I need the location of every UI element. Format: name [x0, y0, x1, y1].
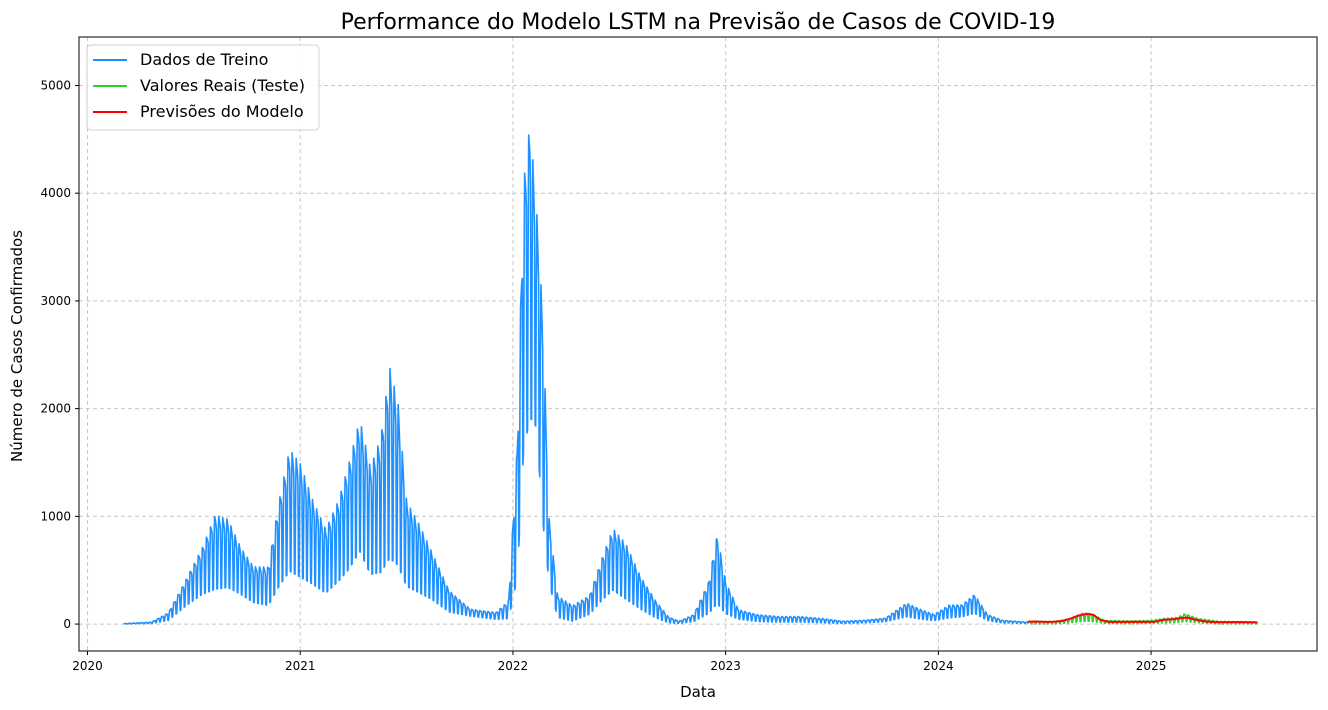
axes-frame: [78, 36, 1318, 652]
legend-label: Previsões do Modelo: [140, 102, 304, 121]
y-tick-label: 3000: [40, 294, 71, 308]
series-line-2: [1027, 612, 1258, 624]
x-axis: 2020 2021 2022 2023 2024 2025: [72, 651, 1166, 673]
legend-label: Valores Reais (Teste): [140, 76, 305, 95]
legend-label: Dados de Treino: [140, 50, 268, 69]
y-axis-label: Número de Casos Confirmados: [8, 230, 26, 462]
y-tick-label: 0: [63, 617, 71, 631]
x-tick-label: 2023: [710, 659, 741, 673]
chart-title: Performance do Modelo LSTM na Previsão d…: [341, 10, 1056, 35]
legend: Dados de Treino Valores Reais (Teste) Prev…: [86, 44, 320, 131]
series-line-0: [123, 134, 1028, 625]
x-tick-label: 2020: [72, 659, 103, 673]
x-tick-label: 2021: [285, 659, 316, 673]
x-axis-label: Data: [680, 683, 716, 701]
legend-box: [86, 44, 320, 131]
x-tick-label: 2024: [923, 659, 954, 673]
y-tick-label: 5000: [40, 78, 71, 92]
y-tick-label: 4000: [40, 186, 71, 200]
x-tick-label: 2025: [1136, 659, 1167, 673]
y-tick-label: 2000: [40, 402, 71, 416]
x-tick-label: 2022: [498, 659, 529, 673]
plot-area: [123, 134, 1258, 625]
y-axis: 0 1000 2000 3000 4000 5000: [40, 78, 79, 631]
y-tick-label: 1000: [40, 509, 71, 523]
